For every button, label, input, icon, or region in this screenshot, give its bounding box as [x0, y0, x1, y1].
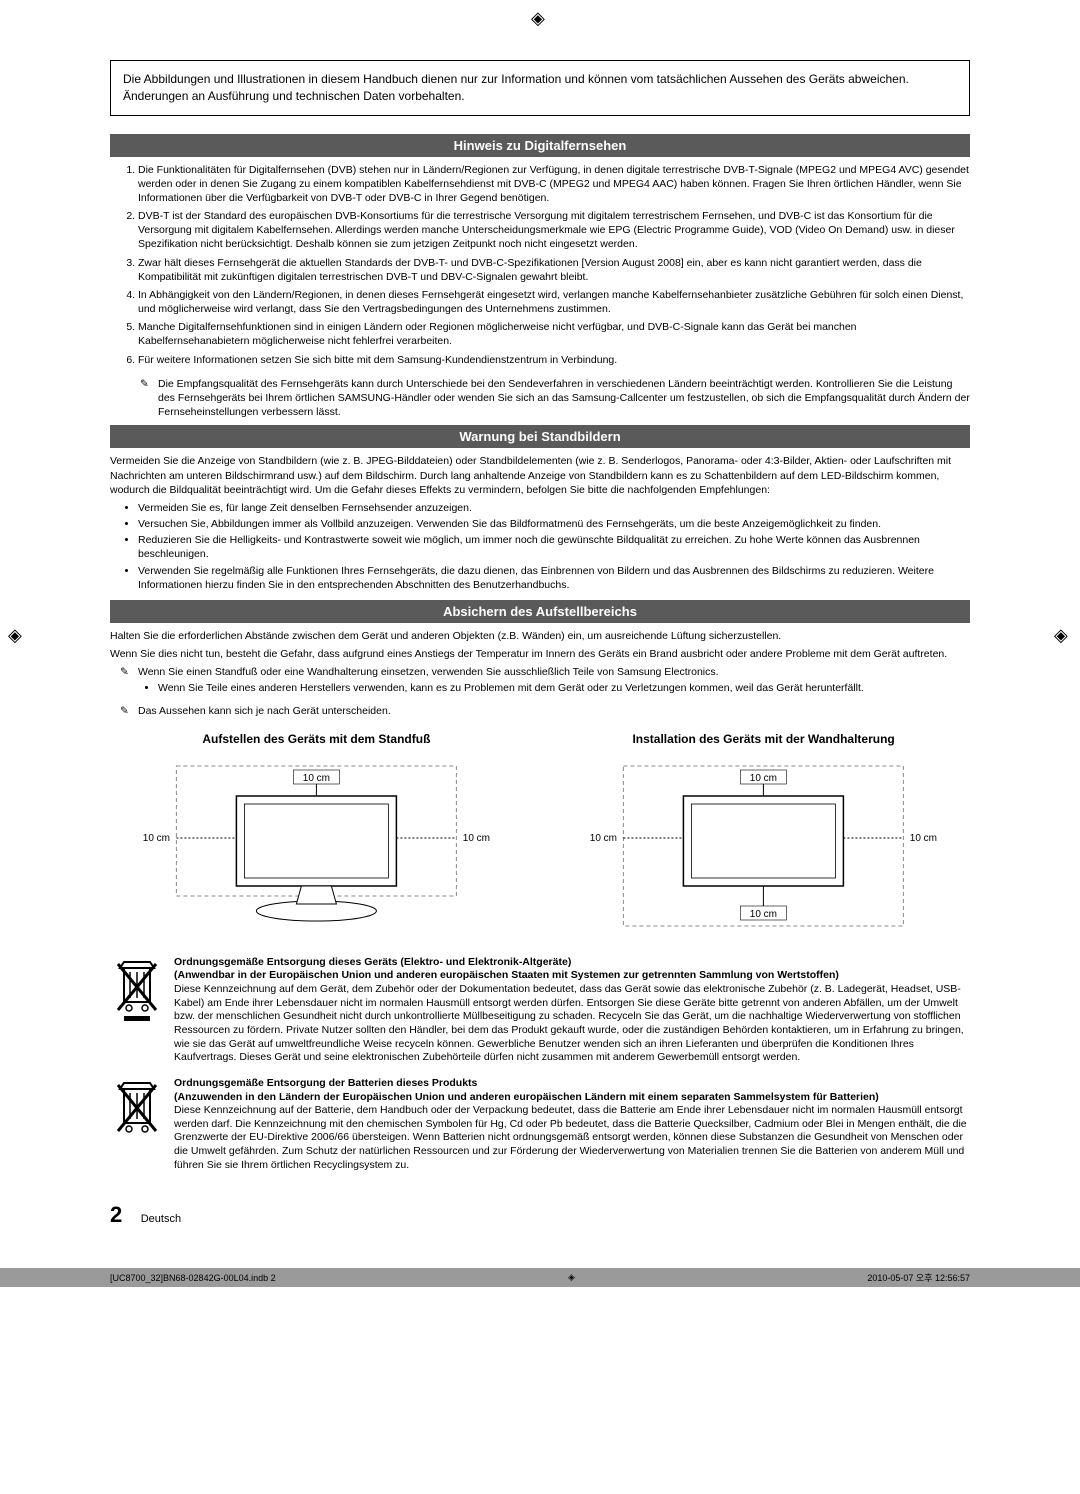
- wall-column: Installation des Geräts mit der Wandhalt…: [557, 732, 970, 936]
- sub-bullet: Wenn Sie Teile eines anderen Herstellers…: [110, 681, 970, 695]
- note-text: Das Aussehen kann sich je nach Gerät unt…: [138, 705, 391, 717]
- svg-text:10 cm: 10 cm: [463, 833, 490, 844]
- battery-sub: (Anzuwenden in den Ländern der Europäisc…: [174, 1091, 970, 1105]
- wall-diagram: 10 cm 10 cm 10 cm 10 cm: [557, 756, 970, 936]
- list-item: Vermeiden Sie es, für lange Zeit denselb…: [138, 501, 970, 515]
- page-footer-info: 2 Deutsch: [110, 1202, 970, 1228]
- section-header-3: Absichern des Aufstellbereichs: [110, 600, 970, 623]
- battery-title: Ordnungsgemäße Entsorgung der Batterien …: [174, 1077, 970, 1091]
- svg-text:10 cm: 10 cm: [910, 833, 937, 844]
- note: ✎ Die Empfangsqualität des Fernsehgeräts…: [110, 377, 970, 420]
- stand-diagram: 10 cm 10 cm 10 cm: [110, 756, 523, 936]
- stand-column: Aufstellen des Geräts mit dem Standfuß 1…: [110, 732, 523, 936]
- list-item: Die Funktionalitäten für Digitalfernsehe…: [138, 163, 970, 206]
- disposal-battery: Ordnungsgemäße Entsorgung der Batterien …: [110, 1077, 970, 1172]
- stand-title: Aufstellen des Geräts mit dem Standfuß: [110, 732, 523, 746]
- language-label: Deutsch: [141, 1213, 181, 1225]
- list-item: Zwar hält dieses Fernsehgerät die aktuel…: [138, 256, 970, 284]
- weee-sub: (Anwendbar in der Europäischen Union und…: [174, 969, 970, 983]
- weee-title: Ordnungsgemäße Entsorgung dieses Geräts …: [174, 956, 970, 970]
- battery-text: Ordnungsgemäße Entsorgung der Batterien …: [174, 1077, 970, 1172]
- battery-body: Diese Kennzeichnung auf der Batterie, de…: [174, 1104, 970, 1172]
- note: ✎ Das Aussehen kann sich je nach Gerät u…: [110, 704, 970, 718]
- section-header-1: Hinweis zu Digitalfernsehen: [110, 134, 970, 157]
- note-text: Die Empfangsqualität des Fernsehgeräts k…: [158, 378, 970, 418]
- footer-right: 2010-05-07 오후 12:56:57: [867, 1271, 970, 1284]
- setup-p2: Wenn Sie dies nicht tun, besteht die Gef…: [110, 647, 970, 661]
- still-image-intro: Vermeiden Sie die Anzeige von Standbilde…: [110, 454, 970, 497]
- wall-title: Installation des Geräts mit der Wandhalt…: [557, 732, 970, 746]
- print-footer: [UC8700_32]BN68-02842G-00L04.indb 2 ◈ 20…: [0, 1268, 1080, 1287]
- list-item: Wenn Sie Teile eines anderen Herstellers…: [158, 681, 970, 695]
- list-item: Manche Digitalfernsehfunktionen sind in …: [138, 320, 970, 348]
- crop-mark-left: [8, 625, 26, 643]
- note-icon: ✎: [120, 665, 129, 679]
- svg-text:10 cm: 10 cm: [590, 833, 617, 844]
- list-item: Verwenden Sie regelmäßig alle Funktionen…: [138, 564, 970, 592]
- list-item: Für weitere Informationen setzen Sie sic…: [138, 353, 970, 367]
- weee-body: Diese Kennzeichnung auf dem Gerät, dem Z…: [174, 983, 970, 1065]
- digital-tv-list: Die Funktionalitäten für Digitalfernsehe…: [110, 163, 970, 367]
- footer-left: [UC8700_32]BN68-02842G-00L04.indb 2: [110, 1273, 276, 1283]
- page-number: 2: [110, 1202, 122, 1228]
- note: ✎ Wenn Sie einen Standfuß oder eine Wand…: [110, 665, 970, 679]
- svg-text:10 cm: 10 cm: [303, 773, 330, 784]
- battery-icon: [110, 1077, 164, 1172]
- note-text: Wenn Sie einen Standfuß oder eine Wandha…: [138, 666, 719, 678]
- weee-icon: [110, 956, 164, 1065]
- page: Die Abbildungen und Illustrationen in di…: [0, 0, 1080, 1268]
- svg-text:10 cm: 10 cm: [750, 909, 777, 920]
- still-image-bullets: Vermeiden Sie es, für lange Zeit denselb…: [110, 501, 970, 592]
- setup-p1: Halten Sie die erforderlichen Abstände z…: [110, 629, 970, 643]
- note-icon: ✎: [120, 704, 129, 718]
- section-header-2: Warnung bei Standbildern: [110, 425, 970, 448]
- crop-mark-bottom: ◈: [568, 1272, 575, 1283]
- list-item: Versuchen Sie, Abbildungen immer als Vol…: [138, 517, 970, 531]
- svg-text:10 cm: 10 cm: [750, 773, 777, 784]
- crop-mark-right: [1054, 625, 1072, 643]
- list-item: In Abhängigkeit von den Ländern/Regionen…: [138, 288, 970, 316]
- note-icon: ✎: [140, 377, 149, 391]
- list-item: Reduzieren Sie die Helligkeits- und Kont…: [138, 533, 970, 561]
- intro-box: Die Abbildungen und Illustrationen in di…: [110, 60, 970, 116]
- list-item: DVB-T ist der Standard des europäischen …: [138, 209, 970, 252]
- weee-text: Ordnungsgemäße Entsorgung dieses Geräts …: [174, 956, 970, 1065]
- disposal-weee: Ordnungsgemäße Entsorgung dieses Geräts …: [110, 956, 970, 1065]
- svg-text:10 cm: 10 cm: [143, 833, 170, 844]
- diagram-row: Aufstellen des Geräts mit dem Standfuß 1…: [110, 732, 970, 936]
- crop-mark-top: [531, 8, 549, 26]
